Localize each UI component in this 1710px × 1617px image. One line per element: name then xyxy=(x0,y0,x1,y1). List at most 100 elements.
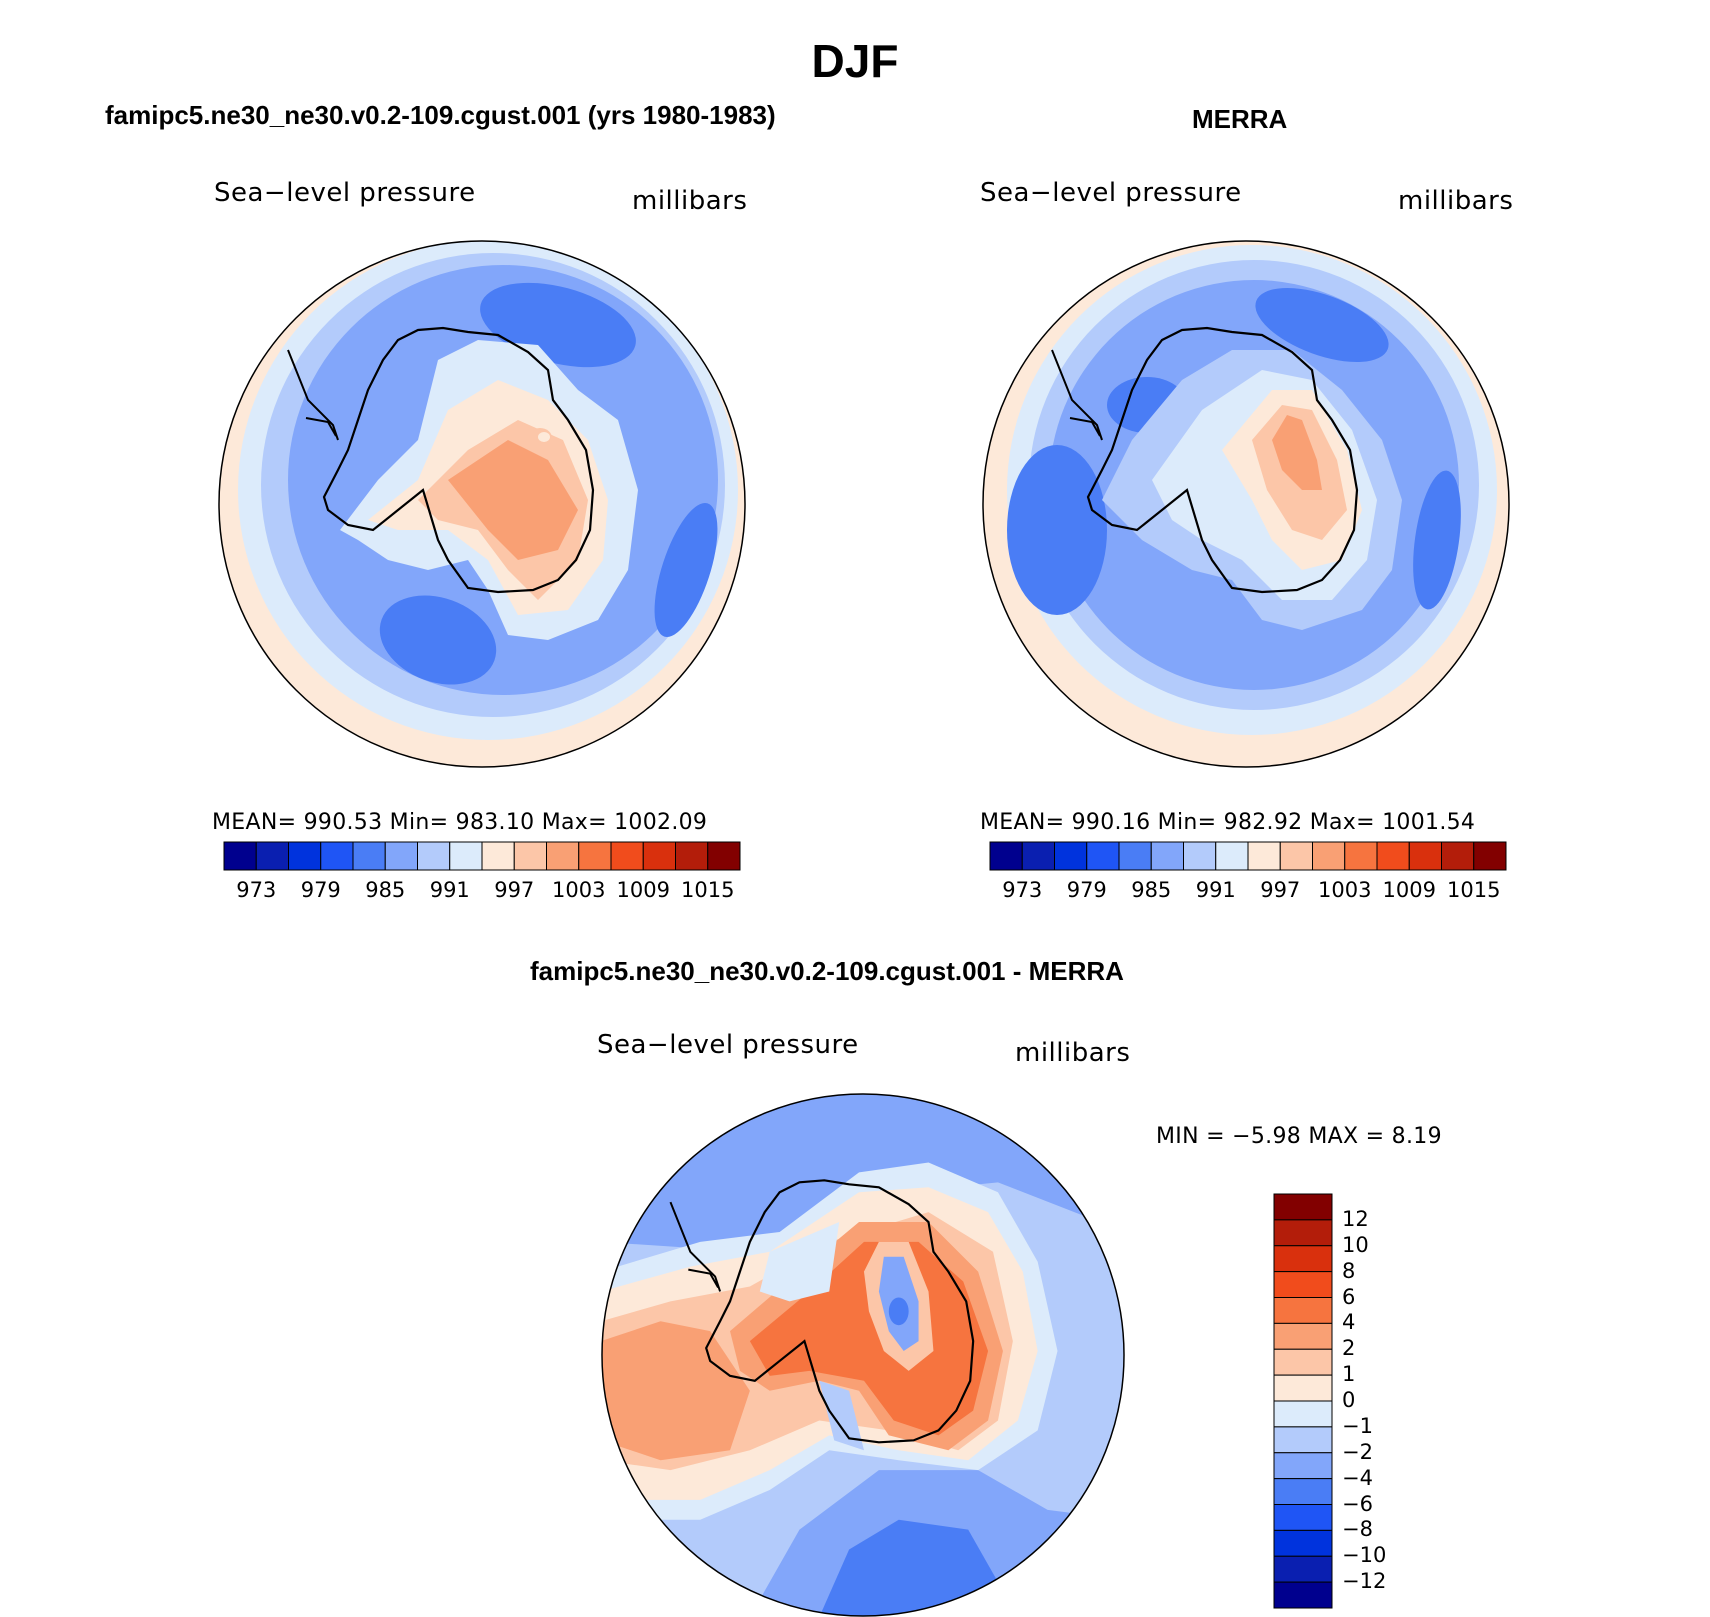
model-colorbar-box xyxy=(417,841,451,871)
diff-variable-label: Sea−level pressure xyxy=(597,1030,859,1060)
obs-colorbar-box xyxy=(1312,841,1346,871)
diff-colorbar-tick-label: −1 xyxy=(1342,1413,1373,1438)
obs-colorbar-box xyxy=(1118,841,1152,871)
diff-colorbar-tick-label: 2 xyxy=(1342,1336,1356,1361)
model-colorbar-box xyxy=(481,841,515,871)
obs-variable-label: Sea−level pressure xyxy=(980,178,1242,208)
model-colorbar xyxy=(223,841,741,871)
obs-colorbar-tick-label: 973 xyxy=(1002,878,1043,902)
obs-colorbar xyxy=(989,841,1507,871)
diff-colorbar-box xyxy=(1273,1400,1333,1428)
diff-colorbar-box xyxy=(1273,1322,1333,1350)
diff-colorbar-labels: 12 10 8 6 4 2 1 0 −1 −2 −4 −6 −8 −10 −12 xyxy=(1342,1194,1422,1608)
diff-colorbar-box xyxy=(1273,1529,1333,1557)
diff-colorbar-box xyxy=(1273,1374,1333,1402)
model-panel-title: famipc5.ne30_ne30.v0.2-109.cgust.001 (yr… xyxy=(105,100,776,130)
model-colorbar-box xyxy=(384,841,418,871)
model-colorbar-tick-label: 1015 xyxy=(681,878,735,902)
diff-colorbar-box xyxy=(1273,1271,1333,1299)
obs-colorbar-box xyxy=(1473,841,1507,871)
model-colorbar-tick-label: 979 xyxy=(300,878,341,902)
model-colorbar-labels: 973 979 985 991 997 1003 1009 1015 xyxy=(224,878,740,908)
model-colorbar-tick-label: 1009 xyxy=(616,878,670,902)
model-stats: MEAN= 990.53 Min= 983.10 Max= 1002.09 xyxy=(212,810,708,835)
diff-colorbar-box xyxy=(1273,1452,1333,1480)
diff-colorbar-box xyxy=(1273,1297,1333,1324)
obs-colorbar-tick-label: 979 xyxy=(1066,878,1107,902)
model-units-label: millibars xyxy=(632,186,748,216)
model-colorbar-box xyxy=(513,841,547,871)
model-colorbar-box xyxy=(675,841,709,871)
diff-colorbar-box xyxy=(1273,1581,1333,1609)
diff-stats: MIN = −5.98 MAX = 8.19 xyxy=(1156,1124,1442,1149)
obs-colorbar-tick-label: 997 xyxy=(1260,878,1301,902)
model-colorbar-tick-label: 991 xyxy=(429,878,470,902)
obs-colorbar-tick-label: 985 xyxy=(1131,878,1172,902)
diff-colorbar xyxy=(1273,1193,1333,1609)
obs-stats: MEAN= 990.16 Min= 982.92 Max= 1001.54 xyxy=(980,810,1476,835)
diff-colorbar-box xyxy=(1273,1348,1333,1376)
diff-colorbar-box xyxy=(1273,1504,1333,1531)
model-colorbar-box xyxy=(255,841,289,871)
diff-colorbar-box xyxy=(1273,1219,1333,1247)
diff-colorbar-tick-label: 0 xyxy=(1342,1388,1356,1412)
obs-colorbar-box xyxy=(1183,841,1217,871)
diff-colorbar-box xyxy=(1273,1245,1333,1273)
obs-units-label: millibars xyxy=(1398,186,1514,216)
model-colorbar-box xyxy=(288,841,322,871)
model-colorbar-tick-label: 985 xyxy=(365,878,406,902)
model-colorbar-tick-label: 997 xyxy=(494,878,535,902)
obs-colorbar-box xyxy=(1021,841,1055,871)
model-colorbar-box xyxy=(642,841,676,871)
obs-colorbar-box xyxy=(1441,841,1475,871)
diff-colorbar-tick-label: −2 xyxy=(1342,1439,1373,1464)
obs-colorbar-tick-label: 1003 xyxy=(1318,878,1372,902)
obs-colorbar-tick-label: 1015 xyxy=(1447,878,1501,902)
diff-colorbar-tick-label: −6 xyxy=(1342,1491,1373,1516)
model-colorbar-box xyxy=(449,841,483,871)
obs-colorbar-labels: 973 979 985 991 997 1003 1009 1015 xyxy=(990,878,1506,908)
diff-colorbar-tick-label: 1 xyxy=(1342,1362,1356,1387)
obs-colorbar-box xyxy=(1408,841,1442,871)
obs-polar-map xyxy=(982,240,1510,768)
model-colorbar-box xyxy=(707,841,741,871)
diff-polar-map xyxy=(601,1093,1125,1617)
obs-colorbar-box xyxy=(1086,841,1120,871)
obs-colorbar-box xyxy=(1247,841,1281,871)
diff-colorbar-box xyxy=(1273,1193,1333,1221)
model-colorbar-tick-label: 973 xyxy=(236,878,277,902)
obs-colorbar-tick-label: 1009 xyxy=(1382,878,1436,902)
model-colorbar-box xyxy=(546,841,580,871)
obs-colorbar-box xyxy=(989,841,1023,871)
diff-colorbar-box xyxy=(1273,1426,1333,1454)
model-colorbar-box xyxy=(320,841,354,871)
obs-colorbar-tick-label: 991 xyxy=(1195,878,1236,902)
model-colorbar-tick-label: 1003 xyxy=(552,878,606,902)
figure-title: DJF xyxy=(811,35,899,87)
diff-colorbar-tick-label: 12 xyxy=(1342,1206,1369,1231)
obs-colorbar-box xyxy=(1376,841,1410,871)
diff-units-label: millibars xyxy=(1015,1038,1131,1068)
model-colorbar-box xyxy=(352,841,386,871)
obs-colorbar-box xyxy=(1054,841,1088,871)
diff-colorbar-tick-label: −10 xyxy=(1342,1543,1387,1568)
model-colorbar-box xyxy=(610,841,644,871)
obs-colorbar-box xyxy=(1215,841,1249,871)
model-polar-map xyxy=(218,240,746,768)
diff-colorbar-tick-label: −4 xyxy=(1342,1465,1373,1490)
model-variable-label: Sea−level pressure xyxy=(214,178,476,208)
diff-colorbar-tick-label: −12 xyxy=(1342,1569,1387,1594)
model-colorbar-box xyxy=(223,841,257,871)
obs-panel-title: MERRA xyxy=(1192,104,1288,134)
obs-colorbar-box xyxy=(1279,841,1313,871)
diff-colorbar-tick-label: 8 xyxy=(1342,1258,1356,1283)
diff-panel-title: famipc5.ne30_ne30.v0.2-109.cgust.001 - M… xyxy=(530,956,1124,986)
diff-colorbar-tick-label: 10 xyxy=(1342,1232,1369,1257)
diff-colorbar-tick-label: 4 xyxy=(1342,1310,1356,1335)
diff-colorbar-tick-label: 6 xyxy=(1342,1284,1356,1309)
diff-colorbar-box xyxy=(1273,1478,1333,1506)
model-colorbar-box xyxy=(578,841,612,871)
obs-colorbar-box xyxy=(1150,841,1184,871)
diff-colorbar-tick-label: −8 xyxy=(1342,1517,1373,1542)
diff-colorbar-box xyxy=(1273,1555,1333,1583)
